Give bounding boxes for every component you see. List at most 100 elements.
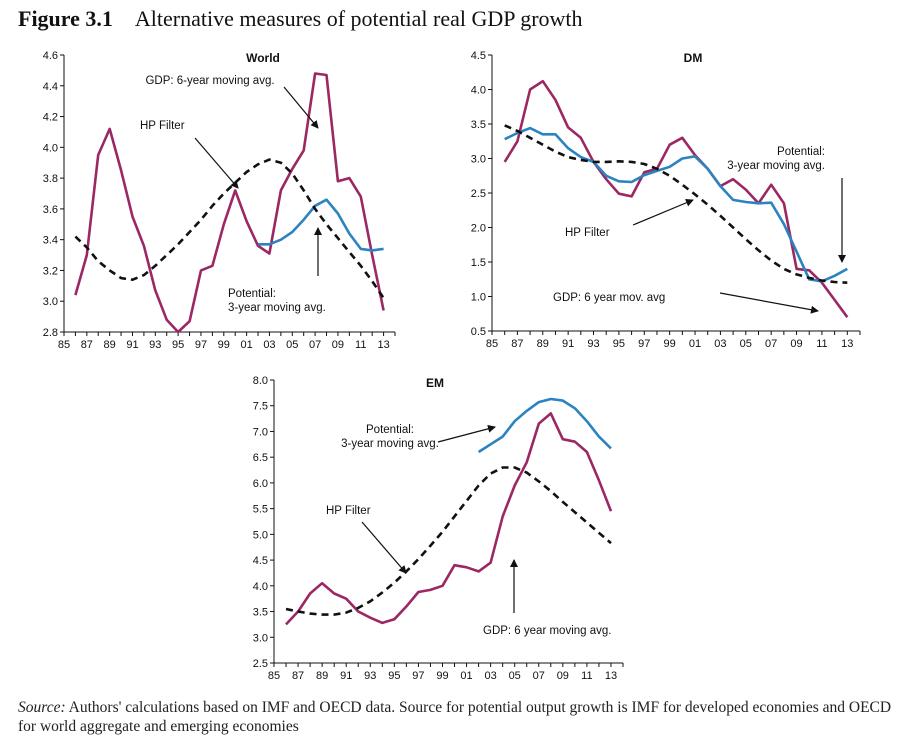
annotation-arrow [632, 199, 694, 226]
y-tick-label: 3.0 [43, 296, 58, 308]
chart-title: EM [426, 376, 444, 390]
source-text: Authors' calculations based on IMF and O… [18, 699, 892, 735]
x-tick-label: 05 [740, 338, 752, 350]
x-tick-label: 95 [388, 670, 400, 682]
x-tick-label: 85 [58, 339, 70, 351]
series-line-hp [74, 158, 385, 299]
x-tick-label: 13 [377, 339, 389, 351]
source-note: Source: Authors' calculations based on I… [18, 698, 893, 736]
y-tick-label: 4.5 [471, 50, 486, 62]
figure-title-text: Alternative measures of potential real G… [134, 6, 583, 31]
x-tick-label: 11 [581, 670, 592, 682]
annotation-label: Potential: [366, 424, 414, 436]
x-tick-label: 13 [605, 670, 617, 682]
chart-title: World [246, 51, 280, 65]
y-tick-label: 7.5 [253, 401, 268, 413]
y-tick-label: 3.0 [471, 154, 486, 166]
y-tick-label: 1.0 [471, 292, 486, 304]
y-tick-label: 4.6 [43, 50, 58, 62]
x-tick-label: 95 [613, 338, 625, 350]
y-tick-label: 2.5 [253, 658, 268, 670]
x-tick-label: 97 [412, 670, 424, 682]
y-tick-label: 7.0 [253, 426, 268, 438]
annotation-label: HP Filter [326, 505, 371, 517]
annotation-arrow [361, 521, 407, 574]
source-label: Source: [18, 699, 66, 716]
annotation-arrow [719, 292, 819, 314]
x-tick-label: 87 [81, 339, 93, 351]
x-tick-label: 03 [263, 339, 275, 351]
x-tick-label: 01 [240, 339, 252, 351]
annotation-label: GDP: 6 year moving avg. [483, 625, 611, 637]
series-line-potential [258, 198, 384, 252]
x-tick-label: 07 [533, 670, 545, 682]
y-tick-label: 1.5 [471, 257, 486, 269]
x-tick-label: 09 [332, 339, 344, 351]
y-tick-label: 2.0 [471, 223, 486, 235]
y-tick-label: 5.0 [253, 529, 268, 541]
series-line-hp [285, 466, 612, 616]
x-tick-label: 89 [316, 670, 328, 682]
x-tick-label: 87 [292, 670, 304, 682]
y-tick-label: 4.0 [471, 85, 486, 97]
x-tick-label: 89 [104, 339, 116, 351]
annotation-label: 3-year moving avg. [341, 438, 439, 450]
y-tick-label: 6.0 [253, 478, 268, 490]
x-tick-label: 05 [509, 670, 521, 682]
x-tick-label: 03 [484, 670, 496, 682]
annotation-arrow [283, 86, 319, 129]
x-tick-label: 91 [340, 670, 352, 682]
x-tick-label: 89 [537, 338, 549, 350]
y-tick-label: 4.0 [253, 581, 268, 593]
series-line-gdp [74, 72, 385, 334]
x-tick-label: 85 [268, 670, 280, 682]
annotation-label: GDP: 6-year moving avg. [145, 75, 274, 87]
em-chart: EM 2.5 3.0 3.5 4.0 4.5 5.0 5.5 6.0 6.5 7.0 7.5 8.0 85… [253, 375, 624, 682]
chart-title: DM [684, 51, 703, 65]
annotation-label: Potential: [777, 146, 825, 158]
y-tick-label: 3.8 [43, 173, 58, 185]
x-tick-label: 97 [638, 338, 650, 350]
figure-title: Figure 3.1 Alternative measures of potent… [18, 6, 583, 32]
annotation-arrow [437, 424, 496, 443]
y-tick-label: 4.2 [43, 112, 58, 124]
annotation-label: Potential: [228, 288, 276, 300]
x-tick-label: 95 [172, 339, 184, 351]
y-tick-label: 2.5 [471, 188, 486, 200]
annotation-label: HP Filter [140, 120, 185, 132]
x-tick-label: 99 [664, 338, 676, 350]
x-tick-label: 93 [364, 670, 376, 682]
series-line-gdp [285, 412, 613, 626]
x-tick-label: 07 [765, 338, 777, 350]
y-tick-label: 3.6 [43, 204, 58, 216]
x-tick-label: 05 [286, 339, 298, 351]
annotation-label: HP Filter [565, 227, 610, 239]
series-line-hp [504, 124, 848, 284]
x-tick-label: 11 [816, 338, 827, 350]
y-tick-label: 3.5 [253, 607, 268, 619]
series-line-potential [504, 126, 848, 283]
x-tick-label: 09 [790, 338, 802, 350]
y-tick-label: 3.4 [43, 235, 58, 247]
x-tick-label: 97 [195, 339, 207, 351]
x-tick-label: 13 [841, 338, 853, 350]
y-tick-label: 3.0 [253, 632, 268, 644]
y-tick-label: 5.5 [253, 504, 268, 516]
y-tick-label: 4.4 [43, 81, 58, 93]
y-tick-label: 0.5 [471, 326, 486, 338]
y-tick-label: 6.5 [253, 452, 268, 464]
x-tick-label: 93 [587, 338, 599, 350]
series-line-potential [477, 397, 612, 454]
x-tick-label: 01 [689, 338, 701, 350]
annotation-label: 3-year moving avg. [727, 160, 825, 172]
x-tick-label: 91 [562, 338, 574, 350]
x-tick-label: 99 [436, 670, 448, 682]
x-tick-label: 87 [511, 338, 523, 350]
y-tick-label: 4.5 [253, 555, 268, 567]
figure-number: Figure 3.1 [18, 6, 113, 31]
annotation-arrow [194, 137, 239, 189]
dm-chart: DM 0.5 1.0 1.5 2.0 2.5 3.0 3.5 4.0 4.5 85 87 89 91 93 9… [471, 50, 861, 350]
x-tick-label: 01 [460, 670, 472, 682]
x-tick-label: 07 [309, 339, 321, 351]
x-tick-label: 85 [486, 338, 498, 350]
